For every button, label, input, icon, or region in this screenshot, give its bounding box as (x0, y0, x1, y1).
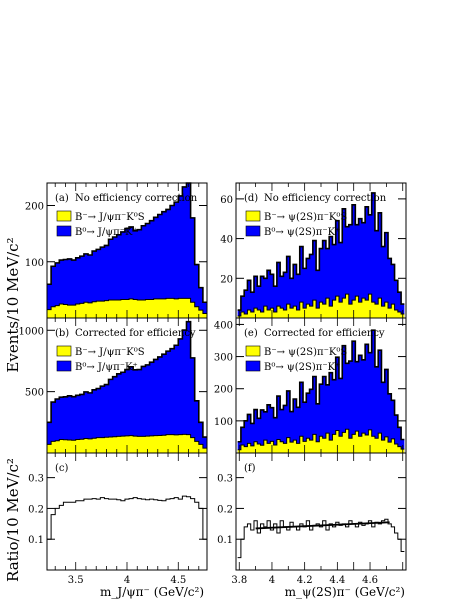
series-blue-area (47, 183, 207, 318)
y-tick-label: 300 (214, 353, 233, 364)
x-tick-label: 4.4 (329, 575, 345, 586)
panel-frame (46, 452, 208, 571)
series-total-outline (47, 182, 207, 304)
series-yellow-outline (47, 297, 207, 314)
legend-label: B⁰→ J/ψπ⁻K⁺ (75, 362, 138, 373)
series-yellow-area (237, 429, 405, 453)
x-tick-label: 4 (124, 575, 130, 586)
fit-line (255, 521, 390, 530)
legend-label: B⁰→ J/ψπ⁻K⁺ (75, 227, 138, 238)
series-total-outline (237, 329, 405, 443)
y-tick-label: 200 (214, 385, 233, 396)
x-tick-label: 4.6 (362, 575, 378, 586)
panel-frame (235, 452, 407, 571)
panel-label: (b) (55, 328, 69, 339)
legend-swatch (56, 210, 72, 222)
y-tick-label: 0.2 (28, 504, 44, 515)
x-axis-label-left: m_J/ψπ⁻ (GeV/c²) (100, 585, 204, 599)
legend-swatch (245, 225, 261, 237)
panel-d: B⁻→ ψ(2S)π⁻K⁰S B⁰→ ψ(2S)π⁻K⁺ 20 40 60 (d) No e… (220, 182, 407, 319)
y-tick-label: 100 (25, 258, 44, 269)
y-tick-label: 1000 (19, 326, 44, 337)
legend-label: B⁻→ J/ψπ⁻K⁰S (75, 212, 145, 223)
y-tick-label: 100 (214, 417, 233, 428)
y-axis-label-top: Events/10 MeV/c² (4, 237, 22, 372)
panel-label: (a) (55, 193, 69, 204)
legend-swatch (245, 360, 261, 372)
y-tick-label: 20 (220, 274, 233, 285)
y-tick-label: 0.3 (28, 474, 44, 485)
panel-title: No efficiency correction (75, 193, 198, 204)
legend-swatch (245, 345, 261, 357)
panel-label: (d) (244, 193, 258, 204)
ratio-line (47, 495, 207, 540)
y-axis-label-bottom: Ratio/10 MeV/c² (4, 458, 22, 582)
y-tick-label: 0.1 (217, 535, 233, 546)
panel-title: Corrected for efficiency (264, 328, 385, 339)
x-axis-label-right: m_ψ(2S)π⁻ (GeV/c²) (285, 585, 405, 599)
panel-label: (c) (55, 463, 69, 474)
series-yellow-outline (237, 293, 405, 317)
panel-f: 0.1 0.2 0.3 3.8 4 4.2 4.4 4.6 (f) (217, 452, 407, 586)
panel-c: 0.1 0.2 0.3 3.5 4 4.5 (c) (28, 452, 208, 586)
panel-b: B⁻→ J/ψπ⁻K⁰S B⁰→ J/ψπ⁻K⁺ 500 1000 (b) Correct… (19, 317, 208, 454)
x-tick-label: 4.2 (297, 575, 313, 586)
legend-swatch (56, 345, 72, 357)
legend-swatch (245, 210, 261, 222)
series-total-outline (237, 192, 405, 311)
y-tick-label: 200 (25, 202, 44, 213)
chart-panels: B⁻→ J/ψπ⁻K⁰S B⁰→ J/ψπ⁻K⁺ 100 200 (a) No effic… (19, 182, 407, 586)
legend-label: B⁰→ ψ(2S)π⁻K⁺ (264, 362, 340, 373)
panel-title: No efficiency correction (264, 193, 387, 204)
series-blue-area (47, 321, 207, 453)
series-yellow-area (237, 294, 405, 318)
legend-label: B⁰→ ψ(2S)π⁻K⁺ (264, 227, 340, 238)
series-blue-area (237, 330, 405, 453)
legend-label: B⁻→ ψ(2S)π⁻K⁰S (264, 212, 347, 223)
panel-a: B⁻→ J/ψπ⁻K⁰S B⁰→ J/ψπ⁻K⁺ 100 200 (a) No effic… (25, 182, 208, 319)
y-tick-label: 0.3 (217, 474, 233, 485)
series-yellow-outline (47, 433, 207, 449)
x-tick-label: 4 (269, 575, 275, 586)
y-tick-label: 0.2 (217, 504, 233, 515)
y-tick-label: 400 (214, 320, 233, 331)
panel-title: Corrected for efficiency (75, 328, 196, 339)
x-tick-label: 4.5 (170, 575, 186, 586)
legend-label: B⁻→ ψ(2S)π⁻K⁰S (264, 347, 347, 358)
y-tick-label: 40 (220, 235, 233, 246)
series-yellow-outline (237, 428, 405, 451)
panel-e: B⁻→ ψ(2S)π⁻K⁰S B⁰→ ψ(2S)π⁻K⁺ 100 200 300 400 (… (214, 317, 407, 454)
panel-label: (e) (244, 328, 258, 339)
y-tick-label: 500 (25, 388, 44, 399)
series-total-outline (47, 320, 207, 438)
y-tick-label: 60 (220, 195, 233, 206)
x-tick-label: 3.8 (231, 575, 247, 586)
legend-swatch (56, 360, 72, 372)
y-tick-label: 0.1 (28, 535, 44, 546)
series-yellow-area (47, 298, 207, 318)
x-tick-label: 3.5 (68, 575, 84, 586)
legend-label: B⁻→ J/ψπ⁻K⁰S (75, 347, 145, 358)
series-blue-area (237, 192, 405, 318)
panel-label: (f) (244, 463, 256, 474)
legend-swatch (56, 225, 72, 237)
